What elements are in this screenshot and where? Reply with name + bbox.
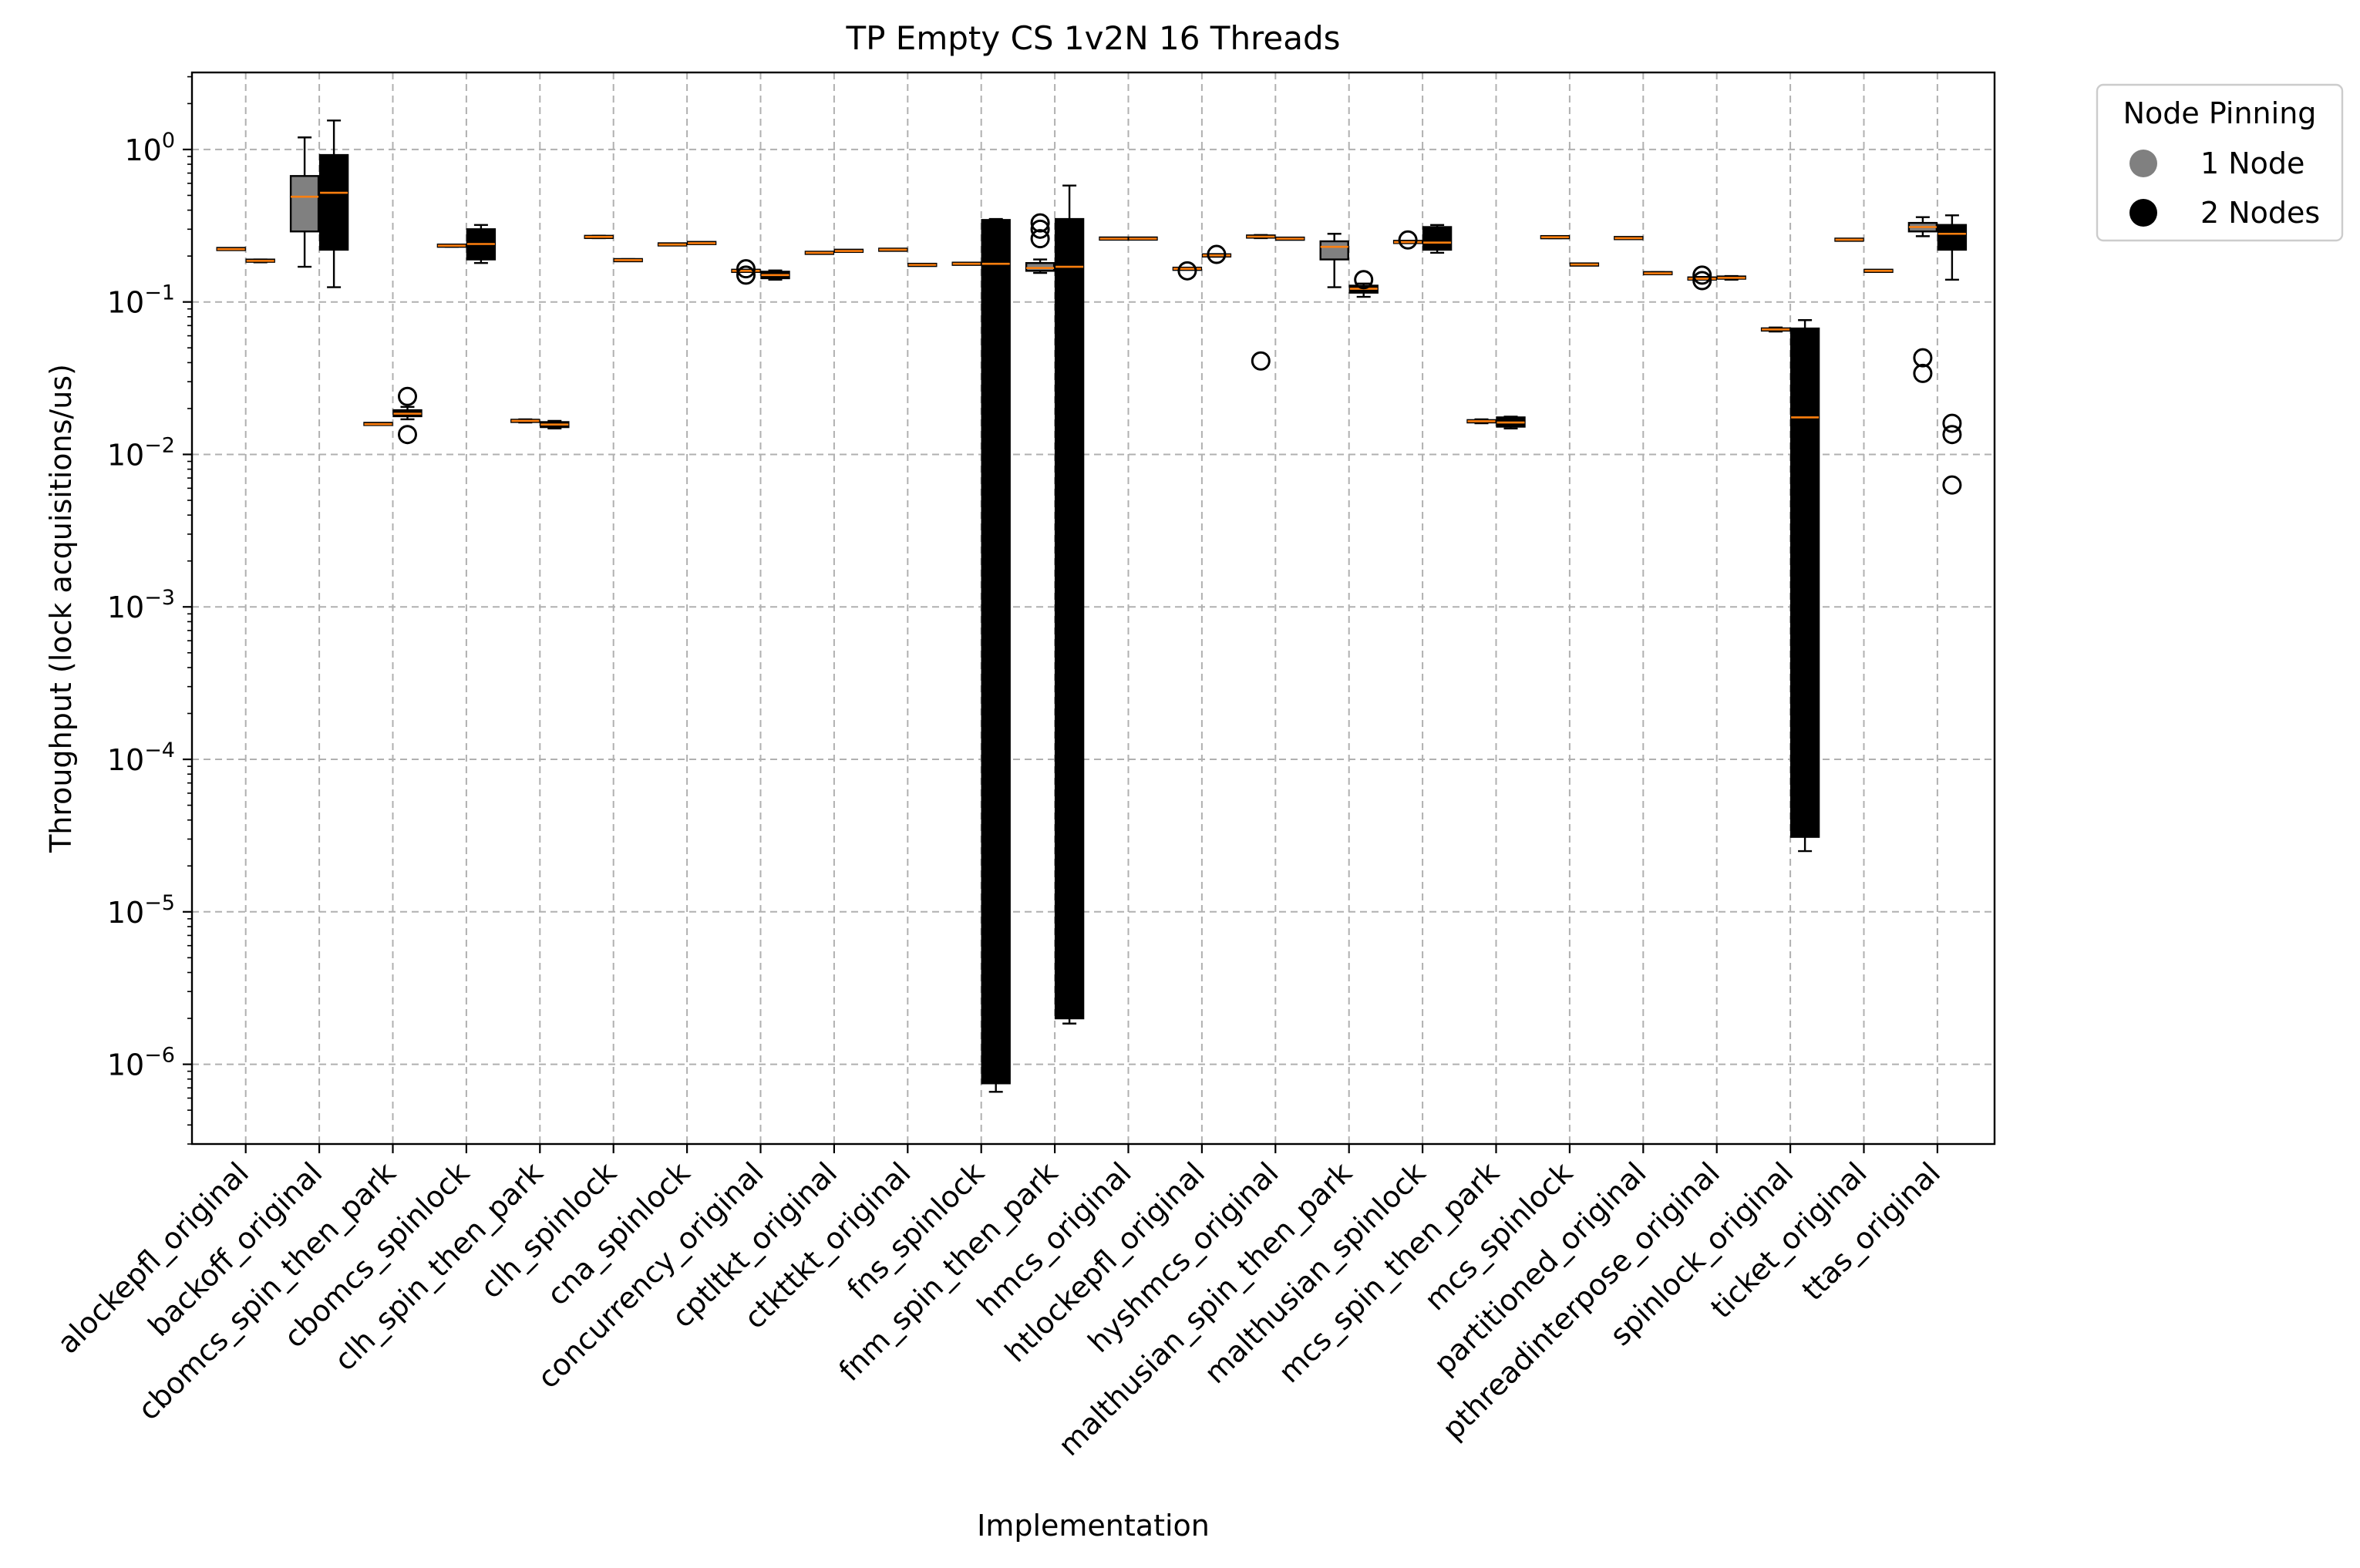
box-plot bbox=[760, 269, 790, 281]
y-tick-label: 10−4 bbox=[107, 739, 175, 777]
box-plot bbox=[1569, 262, 1600, 267]
box-plot bbox=[1789, 319, 1820, 853]
box-flier bbox=[736, 265, 756, 285]
box-plot bbox=[1496, 416, 1526, 429]
box-flier bbox=[736, 259, 756, 279]
box-plot bbox=[1319, 233, 1349, 288]
box-plot bbox=[981, 217, 1011, 1093]
box-plot bbox=[1172, 261, 1203, 281]
box-iqr bbox=[1422, 226, 1453, 251]
box-plot bbox=[1348, 270, 1379, 298]
legend: Node Pinning 1 Node 2 Nodes bbox=[2096, 83, 2344, 242]
box-flier bbox=[1942, 425, 1962, 445]
box-flier bbox=[1030, 213, 1050, 233]
box-plot bbox=[1907, 216, 1938, 383]
box-flier bbox=[1177, 261, 1197, 281]
box-plot bbox=[907, 262, 938, 268]
y-tick-label: 10−6 bbox=[107, 1044, 175, 1082]
box-plot bbox=[804, 251, 835, 255]
box-flier bbox=[1692, 265, 1712, 285]
box-plot bbox=[833, 248, 864, 254]
box-plot bbox=[318, 119, 349, 288]
box-plot bbox=[1687, 265, 1717, 291]
box-plot bbox=[584, 234, 614, 240]
box-plot bbox=[686, 241, 717, 245]
x-axis-label: Implementation bbox=[977, 1509, 1210, 1543]
box-iqr bbox=[1025, 262, 1055, 272]
box-plot bbox=[289, 136, 320, 268]
box-plot bbox=[657, 242, 688, 247]
box-plot bbox=[1201, 244, 1232, 264]
box-plot bbox=[245, 258, 275, 264]
box-plot bbox=[1025, 213, 1055, 274]
box-flier bbox=[1692, 271, 1712, 291]
y-tick-label: 10−2 bbox=[107, 433, 175, 472]
y-tick-label: 10−5 bbox=[107, 891, 175, 930]
box-layer bbox=[216, 119, 1968, 1093]
box-plot bbox=[1099, 236, 1129, 241]
box-plot bbox=[1937, 214, 1968, 495]
box-flier bbox=[1398, 230, 1418, 250]
legend-marker-2-nodes bbox=[2129, 199, 2157, 227]
box-plot bbox=[216, 247, 246, 251]
box-plot bbox=[392, 386, 423, 445]
box-iqr bbox=[1937, 224, 1968, 251]
box-plot bbox=[1466, 418, 1496, 425]
legend-title: Node Pinning bbox=[2123, 96, 2317, 130]
box-flier bbox=[1030, 229, 1050, 249]
y-tick-label: 100 bbox=[124, 129, 175, 167]
box-flier bbox=[398, 425, 417, 445]
box-iqr bbox=[1789, 327, 1820, 838]
box-plot bbox=[878, 247, 908, 252]
box-plot bbox=[613, 257, 643, 263]
box-plot bbox=[436, 243, 467, 248]
box-plot bbox=[1643, 271, 1673, 276]
box-flier bbox=[1942, 413, 1962, 433]
box-flier bbox=[398, 386, 417, 406]
box-plot bbox=[731, 259, 761, 285]
box-plot bbox=[1760, 326, 1791, 333]
box-plot bbox=[1614, 236, 1644, 241]
box-flier bbox=[1030, 219, 1050, 239]
box-iqr bbox=[1319, 240, 1349, 261]
box-flier bbox=[1354, 270, 1374, 290]
box-plot bbox=[1275, 236, 1305, 241]
box-iqr bbox=[1054, 217, 1085, 1020]
box-flier bbox=[1942, 475, 1962, 495]
box-iqr bbox=[981, 219, 1011, 1085]
legend-marker-1-node bbox=[2129, 150, 2157, 177]
box-flier bbox=[1251, 351, 1271, 371]
box-flier bbox=[1913, 363, 1933, 383]
box-plot bbox=[1054, 184, 1085, 1025]
y-tick-label: 10−3 bbox=[107, 586, 175, 624]
box-plot bbox=[1128, 236, 1158, 241]
box-plot bbox=[363, 422, 393, 426]
box-plot bbox=[1422, 224, 1453, 254]
box-plot bbox=[466, 224, 497, 264]
chart-title: TP Empty CS 1v2N 16 Threads bbox=[845, 19, 1340, 57]
box-iqr bbox=[289, 175, 320, 233]
box-plot bbox=[1246, 234, 1276, 371]
box-flier bbox=[1913, 348, 1933, 368]
y-axis-label: Throughput (lock acquisitions/us) bbox=[44, 364, 78, 853]
box-plot bbox=[510, 418, 540, 424]
box-plot bbox=[1540, 234, 1571, 240]
box-plot bbox=[1863, 268, 1894, 274]
legend-label-1-node: 1 Node bbox=[2200, 146, 2304, 180]
box-plot bbox=[1392, 230, 1423, 250]
legend-frame bbox=[2096, 83, 2344, 242]
box-iqr bbox=[318, 153, 349, 251]
y-tick-label: 10−1 bbox=[107, 281, 175, 320]
plot-frame bbox=[190, 71, 1996, 1146]
box-plot bbox=[540, 419, 570, 429]
legend-label-2-nodes: 2 Nodes bbox=[2200, 196, 2320, 230]
box-plot bbox=[1716, 274, 1746, 281]
box-plot bbox=[1834, 237, 1864, 242]
box-plot bbox=[951, 261, 981, 266]
box-flier bbox=[1207, 244, 1227, 264]
